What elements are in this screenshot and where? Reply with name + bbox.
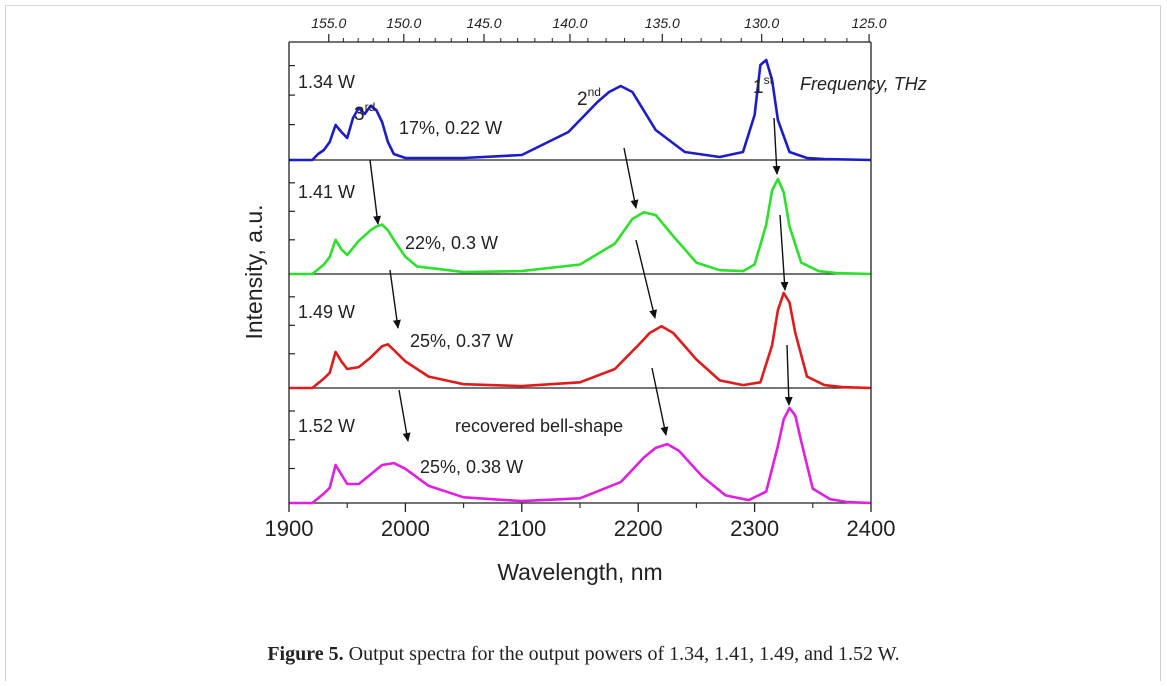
conversion-annotation-2: 22%, 0.3 W (405, 233, 498, 253)
frequency-axis-label: Frequency, THz (800, 74, 927, 94)
shift-arrow-4 (623, 147, 639, 209)
caption-label: Figure 5. (267, 643, 344, 665)
peak-order-label-2: 2nd (577, 85, 601, 110)
x-tick-label-2400: 2400 (847, 516, 896, 541)
peak-order-sup: rd (365, 100, 376, 114)
axes-layer (288, 34, 872, 512)
panels-layer (289, 58, 872, 505)
shift-arrow-5 (635, 239, 657, 319)
shift-arrow-3 (398, 389, 411, 442)
peak-order-base: 3 (354, 104, 365, 125)
power-label-4: 1.52 W (298, 416, 355, 436)
top-tick-label-6: 125.0 (852, 15, 887, 31)
bell-shape-label: recovered bell-shape (455, 416, 623, 436)
spectrum-line-1 (289, 58, 872, 162)
conversion-annotation-1: 17%, 0.22 W (399, 118, 502, 138)
x-tick-label-2000: 2000 (381, 516, 430, 541)
spectrum-line-3 (289, 291, 872, 390)
spectrum-line-4 (289, 406, 872, 505)
x-axis-label: Wavelength, nm (497, 559, 662, 585)
figure-frame (5, 5, 1161, 681)
top-tick-label-0: 155.0 (311, 15, 346, 31)
top-tick-label-2: 145.0 (466, 15, 501, 31)
x-tick-label-2200: 2200 (614, 516, 663, 541)
peak-order-base: 2 (577, 89, 588, 110)
conversion-annotation-4: 25%, 0.38 W (420, 457, 523, 477)
shift-arrow-1 (369, 159, 381, 225)
text-layer: 1900 2000 2100 2200 2300 2400 155.0 150.0 145.0 1… (241, 15, 927, 585)
peak-order-base: 1 (753, 77, 764, 98)
peak-order-label-1: 3rd (354, 100, 375, 125)
top-tick-label-1: 150.0 (386, 15, 421, 31)
x-tick-label-2100: 2100 (497, 516, 546, 541)
spectra-chart: 1900 2000 2100 2200 2300 2400 155.0 150.0 145.0 1… (241, 15, 927, 585)
shift-arrow-8 (779, 214, 789, 291)
top-tick-label-3: 140.0 (552, 15, 587, 31)
power-label-1: 1.34 W (298, 72, 355, 92)
peak-order-label-3: 1st (753, 73, 774, 98)
top-tick-label-4: 135.0 (645, 15, 680, 31)
conversion-annotation-3: 25%, 0.37 W (410, 331, 513, 351)
peak-order-sup: nd (588, 85, 601, 99)
shift-arrow-7 (772, 117, 781, 175)
peak-order-sup: st (764, 73, 774, 87)
shift-arrow-6 (651, 367, 669, 436)
y-axis-label: Intensity, a.u. (241, 204, 267, 339)
top-tick-label-5: 130.0 (744, 15, 779, 31)
shift-arrow-9 (784, 344, 793, 406)
shift-arrow-2 (389, 269, 401, 329)
power-label-3: 1.49 W (298, 302, 355, 322)
power-label-2: 1.41 W (298, 182, 355, 202)
caption-text: Output spectra for the output powers of … (343, 643, 900, 665)
figure-caption: Figure 5. Output spectra for the output … (0, 643, 1167, 666)
x-tick-label-2300: 2300 (730, 516, 779, 541)
x-tick-label-1900: 1900 (265, 516, 314, 541)
spectrum-line-2 (289, 177, 872, 276)
arrows-layer (369, 117, 793, 442)
